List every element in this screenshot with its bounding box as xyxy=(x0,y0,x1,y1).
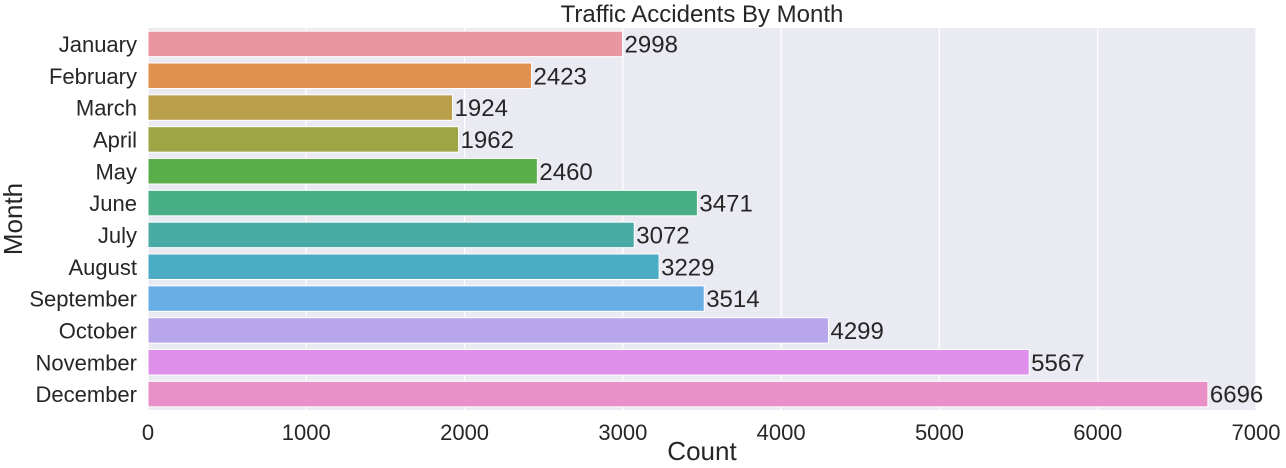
x-axis-title: Count xyxy=(667,436,737,466)
x-tick-labels: 0 1000 2000 3000 4000 5000 6000 7000 xyxy=(142,420,1281,445)
category-label-may: May xyxy=(95,159,137,184)
x-tick-label: 2000 xyxy=(440,420,489,445)
value-label-august: 3229 xyxy=(661,254,714,281)
bar-june xyxy=(147,189,698,217)
value-label-june: 3471 xyxy=(699,191,752,218)
category-label-september: September xyxy=(29,287,137,312)
bar-january xyxy=(147,30,624,58)
value-label-february: 2423 xyxy=(534,63,587,90)
value-label-december: 6696 xyxy=(1210,382,1263,409)
bar-april xyxy=(147,126,460,153)
value-label-july: 3072 xyxy=(636,222,689,249)
value-label-september: 3514 xyxy=(706,286,759,313)
category-label-april: April xyxy=(93,127,137,152)
bar-september xyxy=(147,285,705,312)
bar-february xyxy=(147,62,533,89)
category-label-august: August xyxy=(69,255,138,280)
bar-november xyxy=(147,349,1030,376)
bar-july xyxy=(147,221,635,249)
x-tick-label: 1000 xyxy=(282,420,331,445)
value-label-october: 4299 xyxy=(830,318,883,345)
category-label-march: March xyxy=(76,96,137,121)
bar-march xyxy=(147,94,454,121)
x-tick-label: 4000 xyxy=(757,420,806,445)
x-tick-label: 3000 xyxy=(598,420,647,445)
bar-october xyxy=(147,317,829,344)
bars xyxy=(147,30,1209,408)
value-labels: 2998 2423 1924 1962 2460 3471 3072 3229 3514 4299… xyxy=(455,31,1264,408)
x-tick-label: 0 xyxy=(142,420,154,445)
bar-december xyxy=(147,380,1209,408)
category-label-november: November xyxy=(36,350,137,375)
category-label-october: October xyxy=(59,318,137,343)
chart-title: Traffic Accidents By Month xyxy=(561,1,844,28)
value-label-november: 5567 xyxy=(1031,350,1084,377)
value-label-april: 1962 xyxy=(461,127,514,154)
grid-lines xyxy=(147,28,1257,410)
value-label-march: 1924 xyxy=(455,95,508,122)
x-tick-label: 5000 xyxy=(915,420,964,445)
category-label-december: December xyxy=(36,382,137,407)
x-tick-label: 6000 xyxy=(1073,420,1122,445)
category-labels: January February March April May June July Augu… xyxy=(29,32,137,407)
value-label-may: 2460 xyxy=(539,159,592,186)
y-axis-title: Month xyxy=(0,183,28,255)
bar-august xyxy=(147,253,660,280)
plot-background xyxy=(148,28,1256,410)
category-label-february: February xyxy=(49,64,137,89)
x-tick-label: 7000 xyxy=(1232,420,1281,445)
bar-may xyxy=(147,158,538,185)
value-label-january: 2998 xyxy=(625,31,678,58)
category-label-january: January xyxy=(59,32,137,57)
category-label-june: June xyxy=(89,191,137,216)
category-label-july: July xyxy=(98,223,137,248)
